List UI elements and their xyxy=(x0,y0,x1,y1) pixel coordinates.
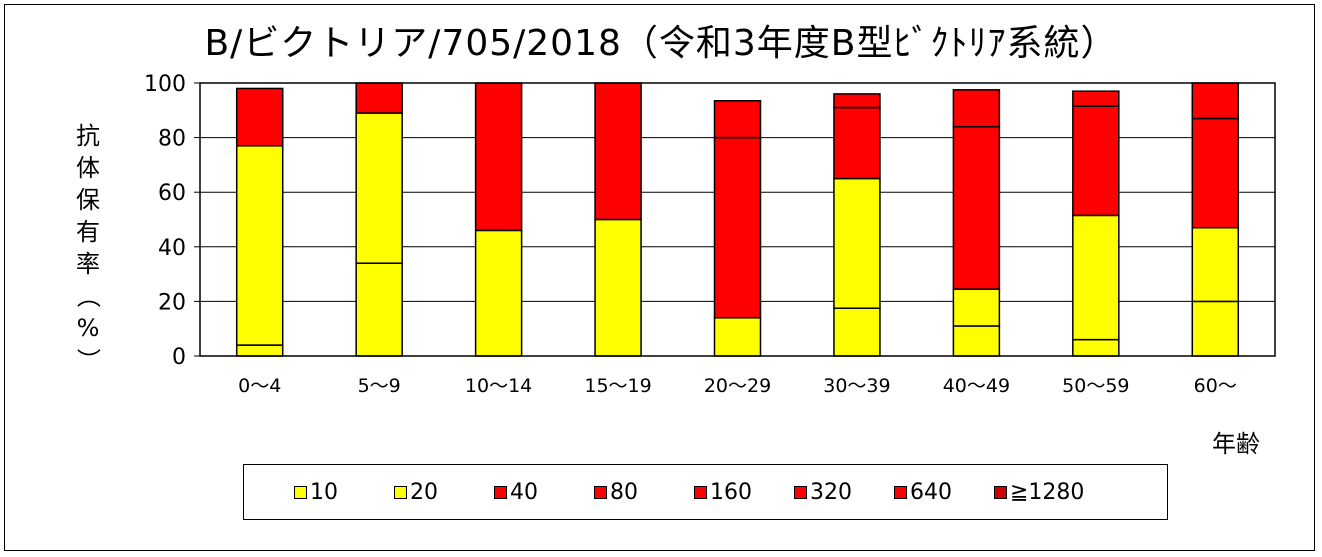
x-tick-label: 0～4 xyxy=(238,375,281,397)
legend-label: 10 xyxy=(310,479,338,505)
legend-label: ≧1280 xyxy=(1010,479,1085,505)
bar-segment-40 xyxy=(713,136,762,319)
bar-segment-20 xyxy=(1191,226,1240,303)
y-axis-label-char: 抗 xyxy=(76,122,100,150)
bar-segment-10 xyxy=(235,344,284,357)
bar-segment-40 xyxy=(235,87,284,147)
x-tick-label: 50～59 xyxy=(1062,375,1129,397)
legend: 10 20 40 80 160 320 640 ≧1280 xyxy=(243,464,1168,520)
bar-segment-40 xyxy=(833,106,881,180)
legend-item: 640 xyxy=(894,465,952,519)
bar-segment-20 xyxy=(952,288,1001,327)
legend-label: 320 xyxy=(810,479,852,505)
y-axis-label-char: 保 xyxy=(76,186,100,214)
y-axis-label-char: % xyxy=(76,314,100,342)
y-axis-label: 抗体保有率（%） xyxy=(72,120,104,376)
legend-item: 160 xyxy=(694,465,752,519)
x-tick-label: 40～49 xyxy=(943,375,1010,397)
legend-swatch xyxy=(694,485,707,499)
legend-item: 320 xyxy=(794,465,852,519)
bar-segment-80 xyxy=(1191,82,1240,120)
bar-segment-40 xyxy=(355,82,403,114)
legend-item: 40 xyxy=(494,465,538,519)
bar-segment-10 xyxy=(355,262,403,357)
x-tick-label: 15～19 xyxy=(584,375,651,397)
bar-segment-80 xyxy=(713,99,762,139)
bar-segment-80 xyxy=(1072,90,1120,107)
legend-swatch xyxy=(494,485,507,499)
bar-segment-40 xyxy=(952,125,1001,290)
legend-item: 80 xyxy=(594,465,638,519)
bar-segment-80 xyxy=(833,93,881,109)
bar-segment-40 xyxy=(594,82,642,221)
legend-swatch xyxy=(794,485,807,499)
x-axis-label: 年齢 xyxy=(1212,430,1260,458)
bar-segment-10 xyxy=(1191,300,1240,357)
y-tick-label: 60 xyxy=(158,181,186,206)
x-tick-label: 60～ xyxy=(1194,375,1237,397)
y-axis-label-char: 率 xyxy=(76,250,100,278)
y-tick-label: 0 xyxy=(172,345,186,370)
bar-segment-20 xyxy=(833,177,881,309)
bar-segment-10 xyxy=(713,317,762,357)
legend-label: 20 xyxy=(410,479,438,505)
x-tick-label: 10～14 xyxy=(465,375,532,397)
bar-segment-20 xyxy=(355,112,403,264)
legend-item: 10 xyxy=(294,465,338,519)
legend-swatch xyxy=(594,485,607,499)
bar-segment-10 xyxy=(833,307,881,357)
legend-item: 20 xyxy=(394,465,438,519)
legend-swatch xyxy=(394,485,407,499)
bar-segment-20 xyxy=(1072,214,1120,341)
bar-segment-10 xyxy=(952,325,1001,357)
y-tick-label: 40 xyxy=(158,236,186,261)
legend-swatch xyxy=(894,485,907,499)
legend-label: 160 xyxy=(710,479,752,505)
bar-segment-80 xyxy=(952,89,1001,128)
legend-swatch xyxy=(294,485,307,499)
legend-swatch xyxy=(994,485,1007,499)
bar-segment-20 xyxy=(235,145,284,346)
y-axis-label-char: 有 xyxy=(76,218,100,246)
legend-item: ≧1280 xyxy=(994,465,1084,519)
bar-segment-40 xyxy=(1191,117,1240,229)
x-tick-label: 5～9 xyxy=(358,375,401,397)
y-tick-label: 80 xyxy=(158,127,186,152)
plot-border xyxy=(199,82,1276,357)
y-tick-label: 100 xyxy=(144,72,186,97)
legend-label: 640 xyxy=(910,479,952,505)
chart-title: B/ビクトリア/705/2018（令和3年度B型ﾋﾞｸﾄﾘｱ系統） xyxy=(204,23,1118,64)
legend-label: 40 xyxy=(510,479,538,505)
bar-segment-10 xyxy=(1072,338,1120,357)
legend-label: 80 xyxy=(610,479,638,505)
bar-segment-10 xyxy=(594,218,642,357)
bar-segment-10 xyxy=(474,229,523,357)
y-tick-label: 20 xyxy=(158,290,186,315)
x-tick-label: 30～39 xyxy=(823,375,890,397)
x-tick-label: 20～29 xyxy=(704,375,771,397)
bar-segment-40 xyxy=(1072,105,1120,217)
bar-segment-40 xyxy=(474,82,523,232)
y-axis-label-char: 体 xyxy=(76,154,100,182)
